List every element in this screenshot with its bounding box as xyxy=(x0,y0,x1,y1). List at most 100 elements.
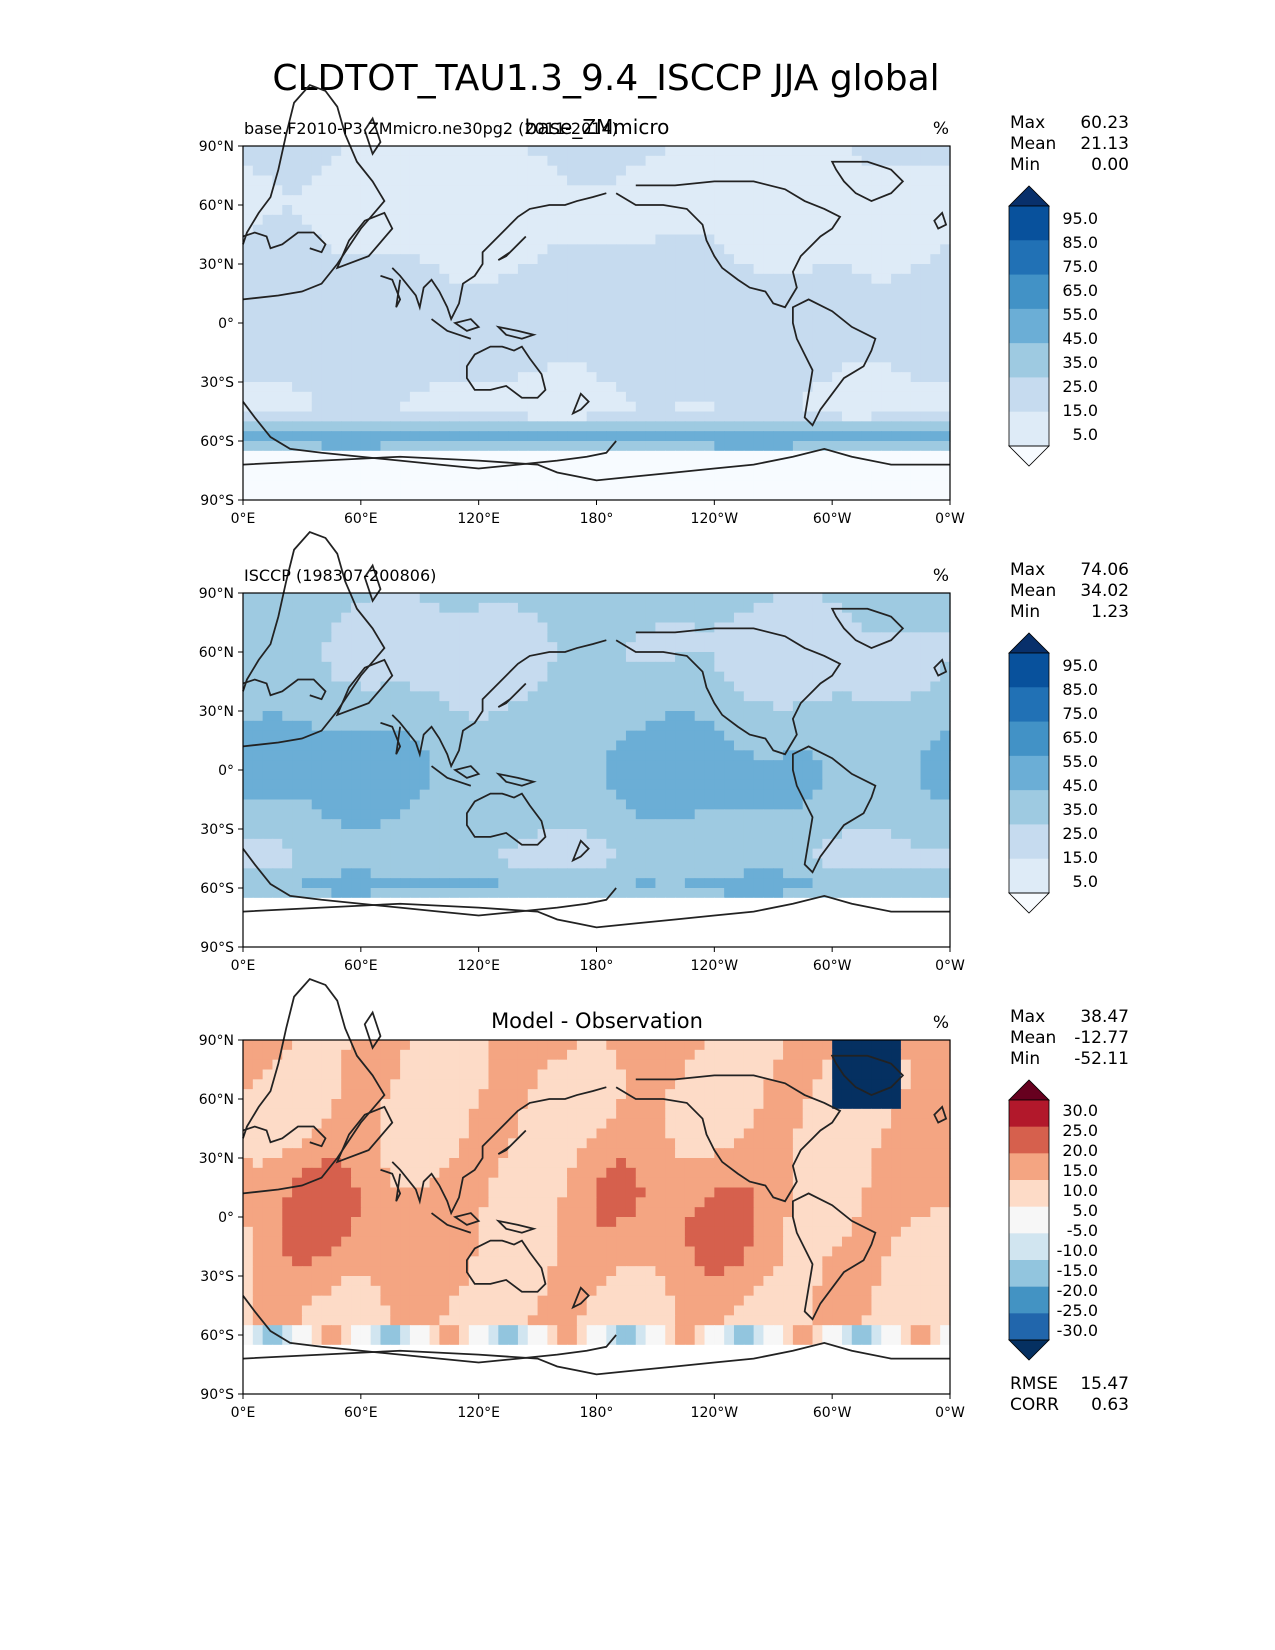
map-cell xyxy=(930,652,941,663)
map-cell xyxy=(272,760,283,771)
colorbar-swatch xyxy=(1009,240,1049,276)
map-cell xyxy=(262,165,274,177)
map-cell xyxy=(321,691,332,702)
map-cell xyxy=(841,470,853,481)
map-cell xyxy=(341,313,352,324)
map-cell xyxy=(635,878,647,889)
map-cell xyxy=(341,838,352,850)
map-cell xyxy=(665,155,676,167)
map-cell xyxy=(409,691,421,702)
map-cell xyxy=(409,593,421,604)
map-cell xyxy=(390,671,401,683)
map-cell xyxy=(645,868,657,879)
map-cell xyxy=(900,460,912,472)
map-cell xyxy=(851,293,863,304)
map-cell xyxy=(508,897,519,909)
map-cell xyxy=(724,480,735,491)
map-cell xyxy=(792,681,804,692)
map-cell xyxy=(606,612,617,624)
map-cell xyxy=(537,244,549,255)
map-cell xyxy=(449,283,460,295)
map-cell xyxy=(743,701,755,712)
map-cell xyxy=(724,332,735,344)
map-cell xyxy=(930,205,941,216)
map-cell xyxy=(861,352,873,363)
map-cell xyxy=(380,829,391,840)
map-cell xyxy=(331,760,342,771)
map-cell xyxy=(655,652,666,663)
map-cell xyxy=(763,642,774,653)
map-cell xyxy=(940,711,951,722)
map-cell xyxy=(586,165,598,177)
map-cell xyxy=(576,460,588,472)
map-cell xyxy=(871,750,882,761)
map-cell xyxy=(311,205,323,216)
map-cell xyxy=(940,593,951,604)
map-cell xyxy=(370,809,382,820)
map-cell xyxy=(331,362,342,373)
map-cell xyxy=(567,450,578,462)
map-cell xyxy=(301,907,313,919)
map-cell xyxy=(370,214,382,226)
map-cell xyxy=(920,441,931,452)
map-cell xyxy=(851,391,863,403)
map-cell xyxy=(665,622,676,633)
map-cell xyxy=(920,185,931,196)
map-cell xyxy=(783,323,794,334)
map-cell xyxy=(841,779,853,791)
map-cell xyxy=(733,809,745,820)
map-cell xyxy=(675,750,686,761)
map-cell xyxy=(321,323,332,334)
map-cell xyxy=(429,819,440,830)
map-cell xyxy=(812,878,823,889)
map-cell xyxy=(527,490,539,501)
map-cell xyxy=(341,234,352,245)
map-cell xyxy=(625,711,637,722)
map-cell xyxy=(655,671,666,683)
map-cell xyxy=(478,382,490,393)
map-cell xyxy=(783,342,794,354)
map-cell xyxy=(419,691,431,702)
map-cell xyxy=(851,185,863,196)
map-cell xyxy=(812,323,823,334)
map-cell xyxy=(527,888,539,899)
map-cell xyxy=(351,730,362,742)
map-cell xyxy=(468,431,480,442)
map-cell xyxy=(252,799,264,810)
map-cell xyxy=(724,372,735,383)
map-cell xyxy=(596,632,607,643)
map-cell xyxy=(429,342,440,354)
map-cell xyxy=(753,293,765,304)
map-cell xyxy=(665,273,676,285)
map-cell xyxy=(311,244,323,255)
map-cell xyxy=(733,214,745,226)
figure-title: CLDTOT_TAU1.3_9.4_ISCCP JJA global xyxy=(272,58,939,99)
map-cell xyxy=(606,691,617,702)
map-cell xyxy=(449,868,460,879)
map-cell xyxy=(655,490,666,501)
map-cell xyxy=(459,819,470,830)
map-cell xyxy=(635,661,647,673)
map-cell xyxy=(616,770,627,781)
map-cell xyxy=(321,283,332,295)
map-cell xyxy=(517,431,529,442)
map-cell xyxy=(763,858,774,869)
map-cell xyxy=(429,421,440,432)
map-cell xyxy=(616,671,627,683)
map-cell xyxy=(596,205,607,216)
map-cell xyxy=(733,234,745,245)
map-cell xyxy=(439,146,450,157)
map-cell xyxy=(341,185,352,196)
map-cell xyxy=(400,293,411,304)
map-cell xyxy=(292,470,303,481)
map-cell xyxy=(527,480,539,491)
map-cell xyxy=(586,661,598,673)
map-cell xyxy=(331,244,342,255)
map-cell xyxy=(331,254,342,265)
map-cell xyxy=(272,671,283,683)
map-cell xyxy=(390,195,401,206)
map-cell xyxy=(625,195,637,206)
map-cell xyxy=(311,799,323,810)
map-cell xyxy=(861,214,873,226)
map-cell xyxy=(920,652,931,663)
